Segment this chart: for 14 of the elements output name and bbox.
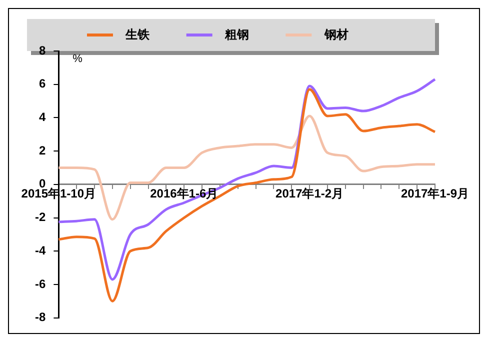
y-tick-label: 4 bbox=[38, 110, 46, 124]
y-tick-label: 8 bbox=[38, 43, 46, 58]
legend-label: 生铁 bbox=[118, 27, 176, 42]
y-tick-label: 2 bbox=[38, 143, 46, 158]
y-tick-label: -4 bbox=[35, 243, 46, 258]
x-tick-label: 2017年1-9月 bbox=[400, 186, 470, 201]
y-tick-label: -6 bbox=[35, 276, 46, 291]
x-tick-label: 2017年1-2月 bbox=[276, 186, 344, 201]
legend-label: 粗钢 bbox=[218, 27, 276, 42]
y-tick-label: 6 bbox=[38, 76, 46, 91]
y-tick-label: -8 bbox=[35, 310, 46, 324]
legend-label: 钢材 bbox=[318, 27, 376, 42]
y-axis-title: % bbox=[72, 53, 83, 66]
y-tick-label: -2 bbox=[35, 210, 46, 224]
